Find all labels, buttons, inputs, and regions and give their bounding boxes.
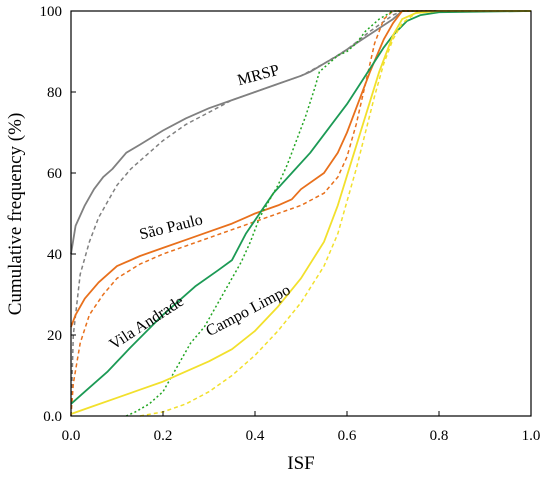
x-tick-label: 0.2 xyxy=(154,428,173,444)
y-tick-label: 0.0 xyxy=(43,409,62,425)
series-layer xyxy=(70,10,532,417)
curve-label-1: São Paulo xyxy=(138,211,205,243)
y-tick-label: 60 xyxy=(47,166,62,182)
y-tick-label: 80 xyxy=(47,85,62,101)
series-line-0 xyxy=(70,10,531,255)
tick-layer: 0.0 0.2 0.4 0.6 0.8 1.0 0.0 20 40 60 80 100 xyxy=(40,4,541,444)
series-line-4 xyxy=(70,10,532,405)
x-tick-label: 1.0 xyxy=(522,428,541,444)
x-tick-label: 0.4 xyxy=(246,428,265,444)
series-line-7 xyxy=(139,10,531,417)
x-tick-label: 0.8 xyxy=(430,428,449,444)
x-tick-label: 0.0 xyxy=(62,428,81,444)
x-tick-label: 0.6 xyxy=(338,428,357,444)
plot-frame xyxy=(70,10,532,417)
x-axis-label: ISF xyxy=(287,453,314,474)
series-line-1 xyxy=(70,10,531,417)
curve-label-2: Vila Andrade xyxy=(107,293,187,353)
series-line-6 xyxy=(70,10,531,415)
curve-label-3: Campo Limpo xyxy=(203,281,293,340)
y-tick-label: 40 xyxy=(47,247,62,263)
series-line-5 xyxy=(125,10,531,417)
y-axis-label: Cumulative frequency (%) xyxy=(5,113,26,316)
series-line-3 xyxy=(70,10,531,417)
y-tick-label: 20 xyxy=(47,328,62,344)
y-tick-label: 100 xyxy=(40,4,63,20)
